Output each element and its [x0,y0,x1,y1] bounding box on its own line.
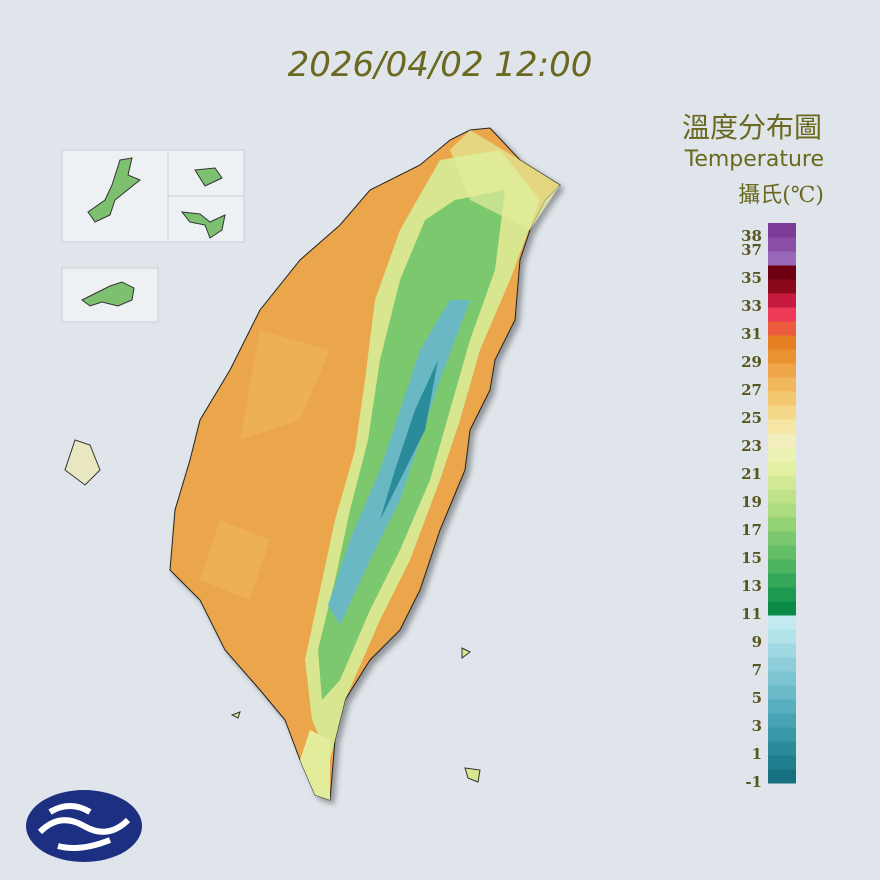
islets [230,647,481,783]
legend-swatch [768,489,796,504]
legend-label: 1 [752,745,762,763]
legend-label: 25 [741,409,762,427]
legend-swatch [768,251,796,266]
legend-swatch [768,279,796,294]
legend-swatch [768,559,796,574]
legend-swatch [768,755,796,770]
legend-swatch [768,307,796,322]
legend-swatch [768,293,796,308]
legend-label: 29 [741,353,762,371]
legend-swatch [768,545,796,560]
legend-label: 3 [752,717,762,735]
legend-swatch [768,223,796,238]
legend-swatch [768,671,796,686]
penghu [64,439,101,486]
legend-swatch [768,531,796,546]
legend-swatch [768,475,796,490]
logo [26,790,142,862]
legend-label: 9 [752,633,762,651]
legend-swatch [768,685,796,700]
legend-swatch [768,447,796,462]
legend-swatch [768,363,796,378]
legend-swatch [768,461,796,476]
legend-swatch [768,741,796,756]
insets [61,149,245,323]
legend-swatch [768,503,796,518]
legend-swatch [768,405,796,420]
legend-swatch [768,713,796,728]
datetime: 2026/04/02 12:00 [288,45,593,85]
legend-swatch [768,573,796,588]
legend-label: 37 [741,241,762,259]
legend-swatch [768,769,796,784]
legend-label: 21 [741,465,762,483]
taiwan [169,127,561,801]
legend-swatch [768,699,796,714]
legend-swatch [768,265,796,280]
legend-label: 11 [741,605,762,623]
subtitle: Temperature [684,147,824,172]
legend-swatch [768,237,796,252]
legend-swatch [768,727,796,742]
legend-swatch [768,629,796,644]
legend-swatch [768,615,796,630]
legend-label: 31 [741,325,762,343]
legend-label: 7 [752,661,762,679]
legend-label: 23 [741,437,762,455]
legend-swatch [768,349,796,364]
legend-swatch [768,391,796,406]
legend-label: 5 [752,689,762,707]
legend-swatch [768,587,796,602]
legend-swatch [768,517,796,532]
legend-label: 27 [741,381,762,399]
legend-label: 33 [741,297,762,315]
legend-label: 38 [741,227,762,245]
legend-swatch [768,335,796,350]
legend-label: 13 [741,577,762,595]
title: 溫度分布圖 [682,111,822,144]
legend-swatch [768,419,796,434]
legend-label: 19 [741,493,762,511]
legend-label: 15 [741,549,762,567]
legend-swatch [768,377,796,392]
unit: 攝氏(℃) [738,183,824,208]
legend-swatch [768,657,796,672]
legend-swatch [768,601,796,616]
legend-swatch [768,433,796,448]
legend-label: 17 [741,521,762,539]
legend-label: -1 [745,773,762,791]
legend-swatch [768,321,796,336]
legend-label: 35 [741,269,762,287]
legend-swatch [768,643,796,658]
